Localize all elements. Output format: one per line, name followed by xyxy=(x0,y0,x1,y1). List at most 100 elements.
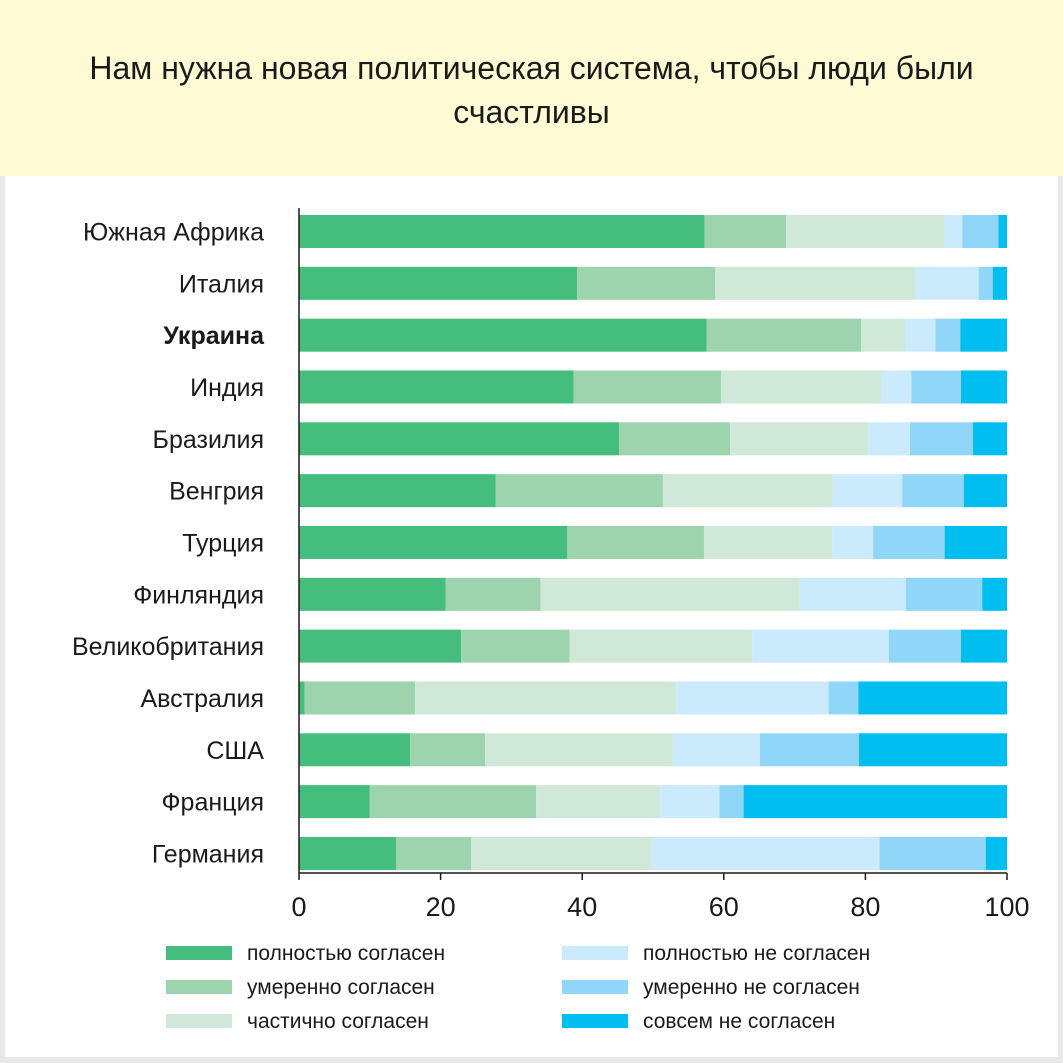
bar-segment xyxy=(868,422,910,456)
category-label: США xyxy=(206,737,264,765)
bar-segment xyxy=(703,525,833,559)
legend-label: умеренно согласен xyxy=(247,976,435,999)
legend-swatch xyxy=(166,1014,232,1028)
bar-segment xyxy=(299,733,411,767)
bar-segment xyxy=(799,577,906,611)
bar-segment xyxy=(369,785,537,819)
bar-segment xyxy=(536,785,661,819)
x-tick-label: 20 xyxy=(426,892,456,922)
bar-segment xyxy=(569,629,753,663)
bar-segment xyxy=(719,785,744,819)
bar-segment xyxy=(880,370,912,404)
bar-segment xyxy=(759,733,860,767)
x-tick-label: 100 xyxy=(984,892,1029,922)
legend-label: умеренно не согласен xyxy=(643,976,860,999)
bar-segment xyxy=(396,836,472,870)
bar-segment xyxy=(730,422,869,456)
bar-segment xyxy=(973,422,1007,456)
bar-segment xyxy=(935,318,961,352)
bar-segment xyxy=(573,370,721,404)
bar-segment xyxy=(861,318,906,352)
bar-segment xyxy=(299,370,574,404)
category-label: Франция xyxy=(162,789,264,817)
bar-segment xyxy=(998,215,1007,248)
legend-label: совсем не согласен xyxy=(643,1010,835,1033)
bar-segment xyxy=(963,474,1007,508)
category-label: Великобритания xyxy=(72,633,264,661)
bar-segment xyxy=(715,266,916,300)
bar-segment xyxy=(485,733,673,767)
bar-segment xyxy=(902,474,964,508)
bar-segment xyxy=(299,318,707,352)
legend-swatch xyxy=(562,946,628,960)
bar-segment xyxy=(985,836,1007,870)
category-label: Бразилия xyxy=(153,426,264,454)
bar-segment xyxy=(495,474,663,508)
bar-segment xyxy=(704,215,787,248)
bar-segment xyxy=(832,474,903,508)
bar-segment xyxy=(879,836,986,870)
bar-segment xyxy=(672,733,760,767)
category-label: Турция xyxy=(182,529,264,557)
title-band: Нам нужна новая политическая система, чт… xyxy=(0,0,1063,176)
legend-swatch xyxy=(166,946,232,960)
bar-segment xyxy=(304,681,416,715)
bar-segment xyxy=(651,836,880,870)
bar-segment xyxy=(299,474,496,508)
bar-segment xyxy=(888,629,961,663)
bar-segment xyxy=(720,370,881,404)
bar-segment xyxy=(471,836,652,870)
bar-segment xyxy=(911,370,961,404)
chart-title: Нам нужна новая политическая система, чт… xyxy=(89,50,974,130)
bar-segment xyxy=(540,577,800,611)
bar-segment xyxy=(873,525,945,559)
bar-segment xyxy=(915,266,979,300)
category-label: Финляндия xyxy=(133,581,264,609)
legend-label: полностью не согласен xyxy=(643,942,870,965)
bar-segment xyxy=(982,577,1007,611)
bar-segment xyxy=(828,681,859,715)
bar-segment xyxy=(299,266,578,300)
x-tick-label: 80 xyxy=(850,892,880,922)
bar-segment xyxy=(910,422,974,456)
category-label: Австралия xyxy=(140,685,264,713)
bar-segment xyxy=(662,474,833,508)
legend-label: частично согласен xyxy=(247,1010,429,1033)
bar-segment xyxy=(299,681,305,715)
bar-segment xyxy=(858,681,1007,715)
bar-segment xyxy=(299,215,705,248)
bar-segment xyxy=(299,422,620,456)
bar-segment xyxy=(299,785,370,819)
bar-segment xyxy=(461,629,570,663)
bar-segment xyxy=(299,836,396,870)
bar-segment xyxy=(786,215,945,248)
category-label: Индия xyxy=(190,374,264,402)
bar-segment xyxy=(978,266,993,300)
bar-segment xyxy=(577,266,716,300)
legend-label: полностью согласен xyxy=(247,942,445,965)
bar-segment xyxy=(676,681,829,715)
bar-segment xyxy=(944,525,1007,559)
bar-segment xyxy=(960,318,1007,352)
x-tick-label: 60 xyxy=(709,892,739,922)
bar-segment xyxy=(944,215,963,248)
bar-segment xyxy=(960,629,1007,663)
legend-swatch xyxy=(166,980,232,994)
x-tick-label: 40 xyxy=(567,892,597,922)
bar-segment xyxy=(567,525,704,559)
bar-segment xyxy=(905,577,983,611)
legend-swatch xyxy=(562,1014,628,1028)
bar-segment xyxy=(299,525,568,559)
bar-segment xyxy=(992,266,1007,300)
category-label: Украина xyxy=(163,322,265,350)
category-label: Венгрия xyxy=(169,478,264,506)
bar-segment xyxy=(445,577,541,611)
bar-segment xyxy=(832,525,874,559)
category-label: Южная Африка xyxy=(83,219,264,247)
bar-segment xyxy=(752,629,889,663)
bar-segment xyxy=(410,733,486,767)
bar-segment xyxy=(660,785,720,819)
bar-segment xyxy=(299,577,446,611)
